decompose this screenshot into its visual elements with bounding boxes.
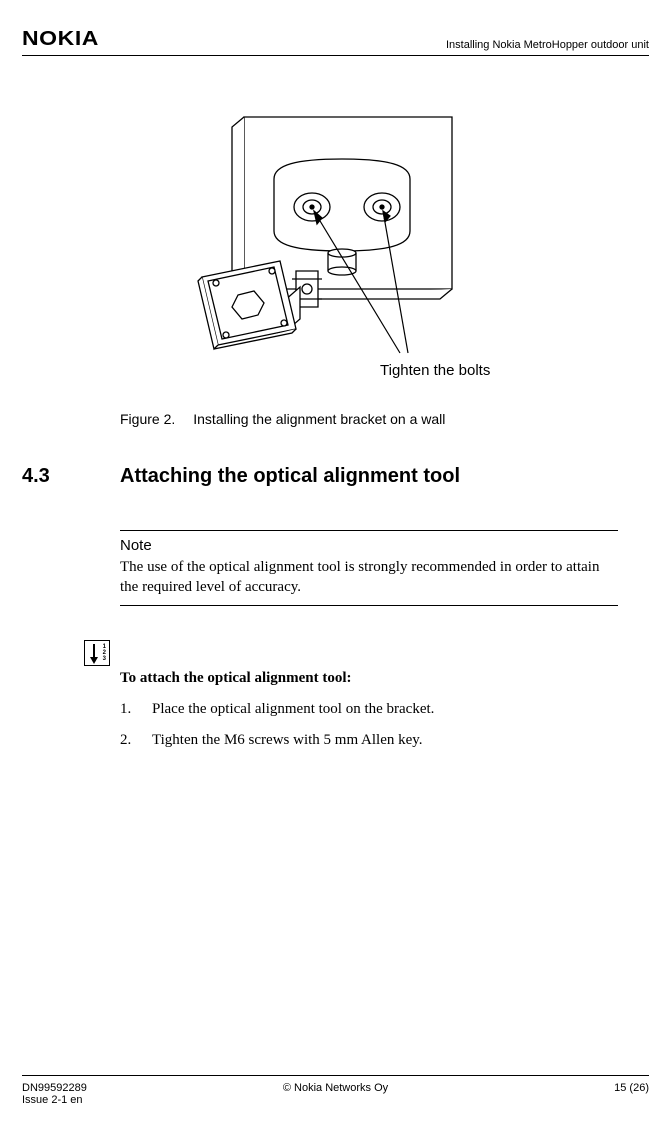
step-text: Tighten the M6 screws with 5 mm Allen ke…: [152, 732, 423, 749]
footer-left: DN99592289 Issue 2-1 en: [22, 1082, 87, 1106]
note-body: The use of the optical alignment tool is…: [120, 558, 618, 597]
nokia-logo: NOKIA: [22, 28, 99, 51]
procedure-list: 1. Place the optical alignment tool on t…: [120, 701, 649, 749]
note-block: Note The use of the optical alignment to…: [120, 530, 618, 606]
footer-copyright: © Nokia Networks Oy: [283, 1082, 388, 1094]
doc-id: DN99592289: [22, 1082, 87, 1094]
doc-issue: Issue 2-1 en: [22, 1094, 87, 1106]
page-header: NOKIA Installing Nokia MetroHopper outdo…: [22, 28, 649, 56]
figure-diagram: Tighten the bolts: [172, 111, 502, 387]
step-text: Place the optical alignment tool on the …: [152, 701, 434, 718]
alignment-bracket-diagram: [172, 111, 502, 387]
page-footer: DN99592289 Issue 2-1 en © Nokia Networks…: [22, 1075, 649, 1106]
figure-callout-label: Tighten the bolts: [380, 362, 490, 379]
procedure-block: 1 2 3 To attach the optical alignment to…: [84, 640, 649, 749]
section-title: Attaching the optical alignment tool: [120, 465, 460, 488]
arrow-down-icon: [89, 643, 99, 665]
note-label: Note: [120, 537, 618, 554]
list-item: 1. Place the optical alignment tool on t…: [120, 701, 649, 718]
figure-caption: Figure 2. Installing the alignment bracke…: [120, 411, 649, 427]
step-number: 2.: [120, 732, 152, 749]
page-number: 15 (26): [614, 1082, 649, 1106]
list-item: 2. Tighten the M6 screws with 5 mm Allen…: [120, 732, 649, 749]
figure-caption-text: Installing the alignment bracket on a wa…: [193, 411, 445, 427]
procedure-heading: To attach the optical alignment tool:: [120, 670, 649, 687]
step-icon-num: 3: [103, 656, 106, 662]
section-number: 4.3: [22, 465, 120, 488]
step-number: 1.: [120, 701, 152, 718]
document-title: Installing Nokia MetroHopper outdoor uni…: [446, 39, 649, 51]
figure-number: Figure 2.: [120, 411, 175, 427]
section-heading: 4.3 Attaching the optical alignment tool: [22, 465, 649, 488]
steps-icon: 1 2 3: [84, 640, 110, 666]
